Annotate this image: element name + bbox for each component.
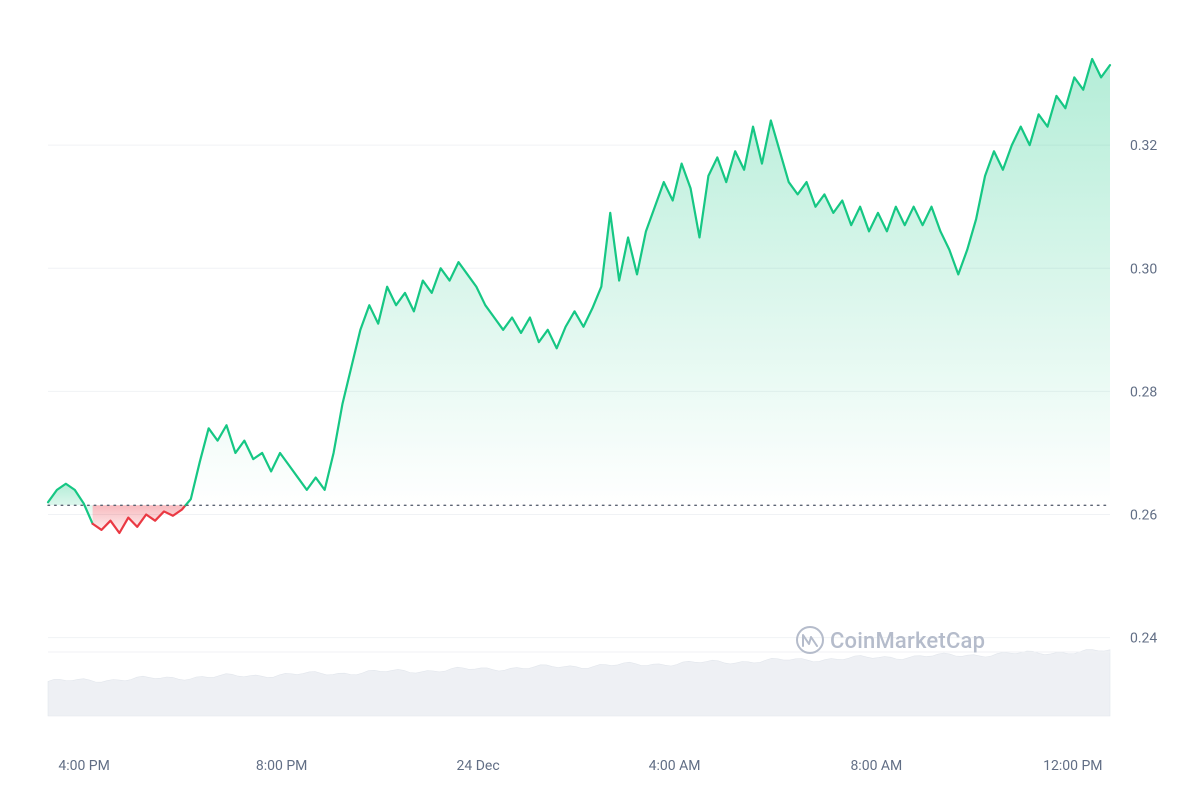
y-axis-tick-label: 0.28 <box>1130 384 1157 400</box>
price-chart[interactable]: CoinMarketCap 0.24 0.26 0.28 0.30 0.32 4:00 PM… <box>0 0 1200 800</box>
watermark: CoinMarketCap <box>797 627 985 654</box>
watermark-label: CoinMarketCap <box>830 629 985 654</box>
x-axis-tick-label: 4:00 AM <box>649 758 701 774</box>
chart-svg: CoinMarketCap 0.24 0.26 0.28 0.30 0.32 4:00 PM… <box>0 0 1200 800</box>
x-axis-tick-label: 8:00 AM <box>850 758 902 774</box>
area-up <box>186 59 1110 505</box>
x-axis-tick-label: 12:00 PM <box>1043 758 1102 774</box>
area-down <box>93 505 186 533</box>
y-axis-tick-label: 0.26 <box>1130 508 1157 524</box>
y-axis-tick-label: 0.30 <box>1130 261 1157 277</box>
x-axis-tick-label: 4:00 PM <box>58 758 110 774</box>
x-axis-tick-label: 24 Dec <box>457 758 500 774</box>
y-axis-tick-label: 0.32 <box>1130 138 1157 154</box>
y-axis-tick-label: 0.24 <box>1130 631 1157 647</box>
volume-area <box>48 650 1110 716</box>
x-axis-tick-label: 8:00 PM <box>256 758 308 774</box>
area-up <box>48 484 93 524</box>
